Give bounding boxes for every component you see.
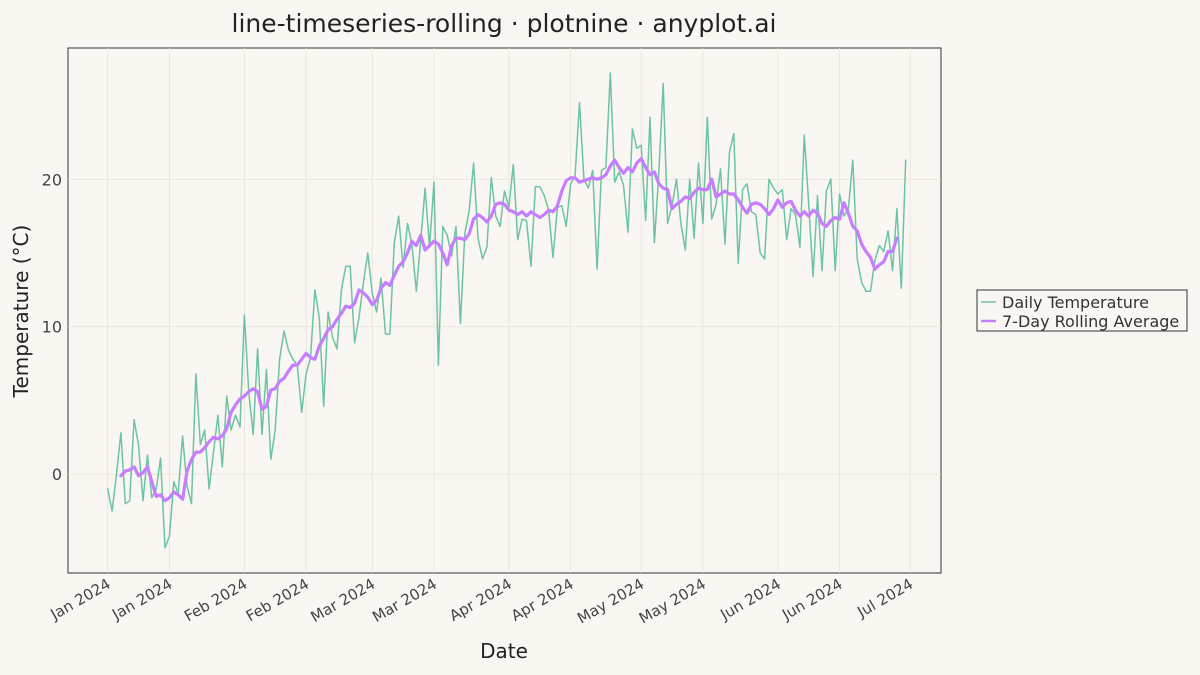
legend-label-daily: Daily Temperature	[1002, 293, 1149, 312]
legend-label-rolling: 7-Day Rolling Average	[1002, 312, 1179, 331]
x-tick-label: May 2024	[574, 575, 647, 628]
grid-lines	[68, 48, 941, 573]
daily-temperature-line	[106, 72, 907, 549]
x-tick-label: Apr 2024	[508, 575, 577, 625]
y-axis-label: Temperature (°C)	[9, 225, 33, 399]
x-tick-label: Jul 2024	[853, 575, 916, 622]
x-tick-label: Jun 2024	[778, 575, 845, 624]
chart-title: line-timeseries-rolling · plotnine · any…	[232, 9, 777, 38]
legend: Daily Temperature 7-Day Rolling Average	[976, 289, 1188, 332]
series-layer	[106, 72, 907, 549]
x-tick-label: Jan 2024	[47, 575, 114, 624]
y-tick-labels: 0 10 20	[42, 170, 62, 484]
legend-box	[976, 289, 1188, 332]
y-tick-label: 10	[42, 318, 62, 337]
x-tick-label: Mar 2024	[308, 575, 379, 626]
x-tick-label: Apr 2024	[446, 575, 515, 625]
y-tick-label: 20	[42, 170, 62, 189]
x-tick-label: Feb 2024	[243, 575, 312, 625]
x-tick-label: May 2024	[636, 575, 709, 628]
x-tick-label: Jun 2024	[717, 575, 784, 624]
x-axis-label: Date	[480, 639, 528, 663]
x-tick-label: Feb 2024	[181, 575, 250, 625]
x-tick-label: Mar 2024	[369, 575, 440, 626]
x-tick-label: Jan 2024	[108, 575, 175, 624]
rolling-average-line	[119, 157, 899, 503]
plot-panel	[67, 47, 942, 574]
y-tick-label: 0	[52, 465, 62, 484]
